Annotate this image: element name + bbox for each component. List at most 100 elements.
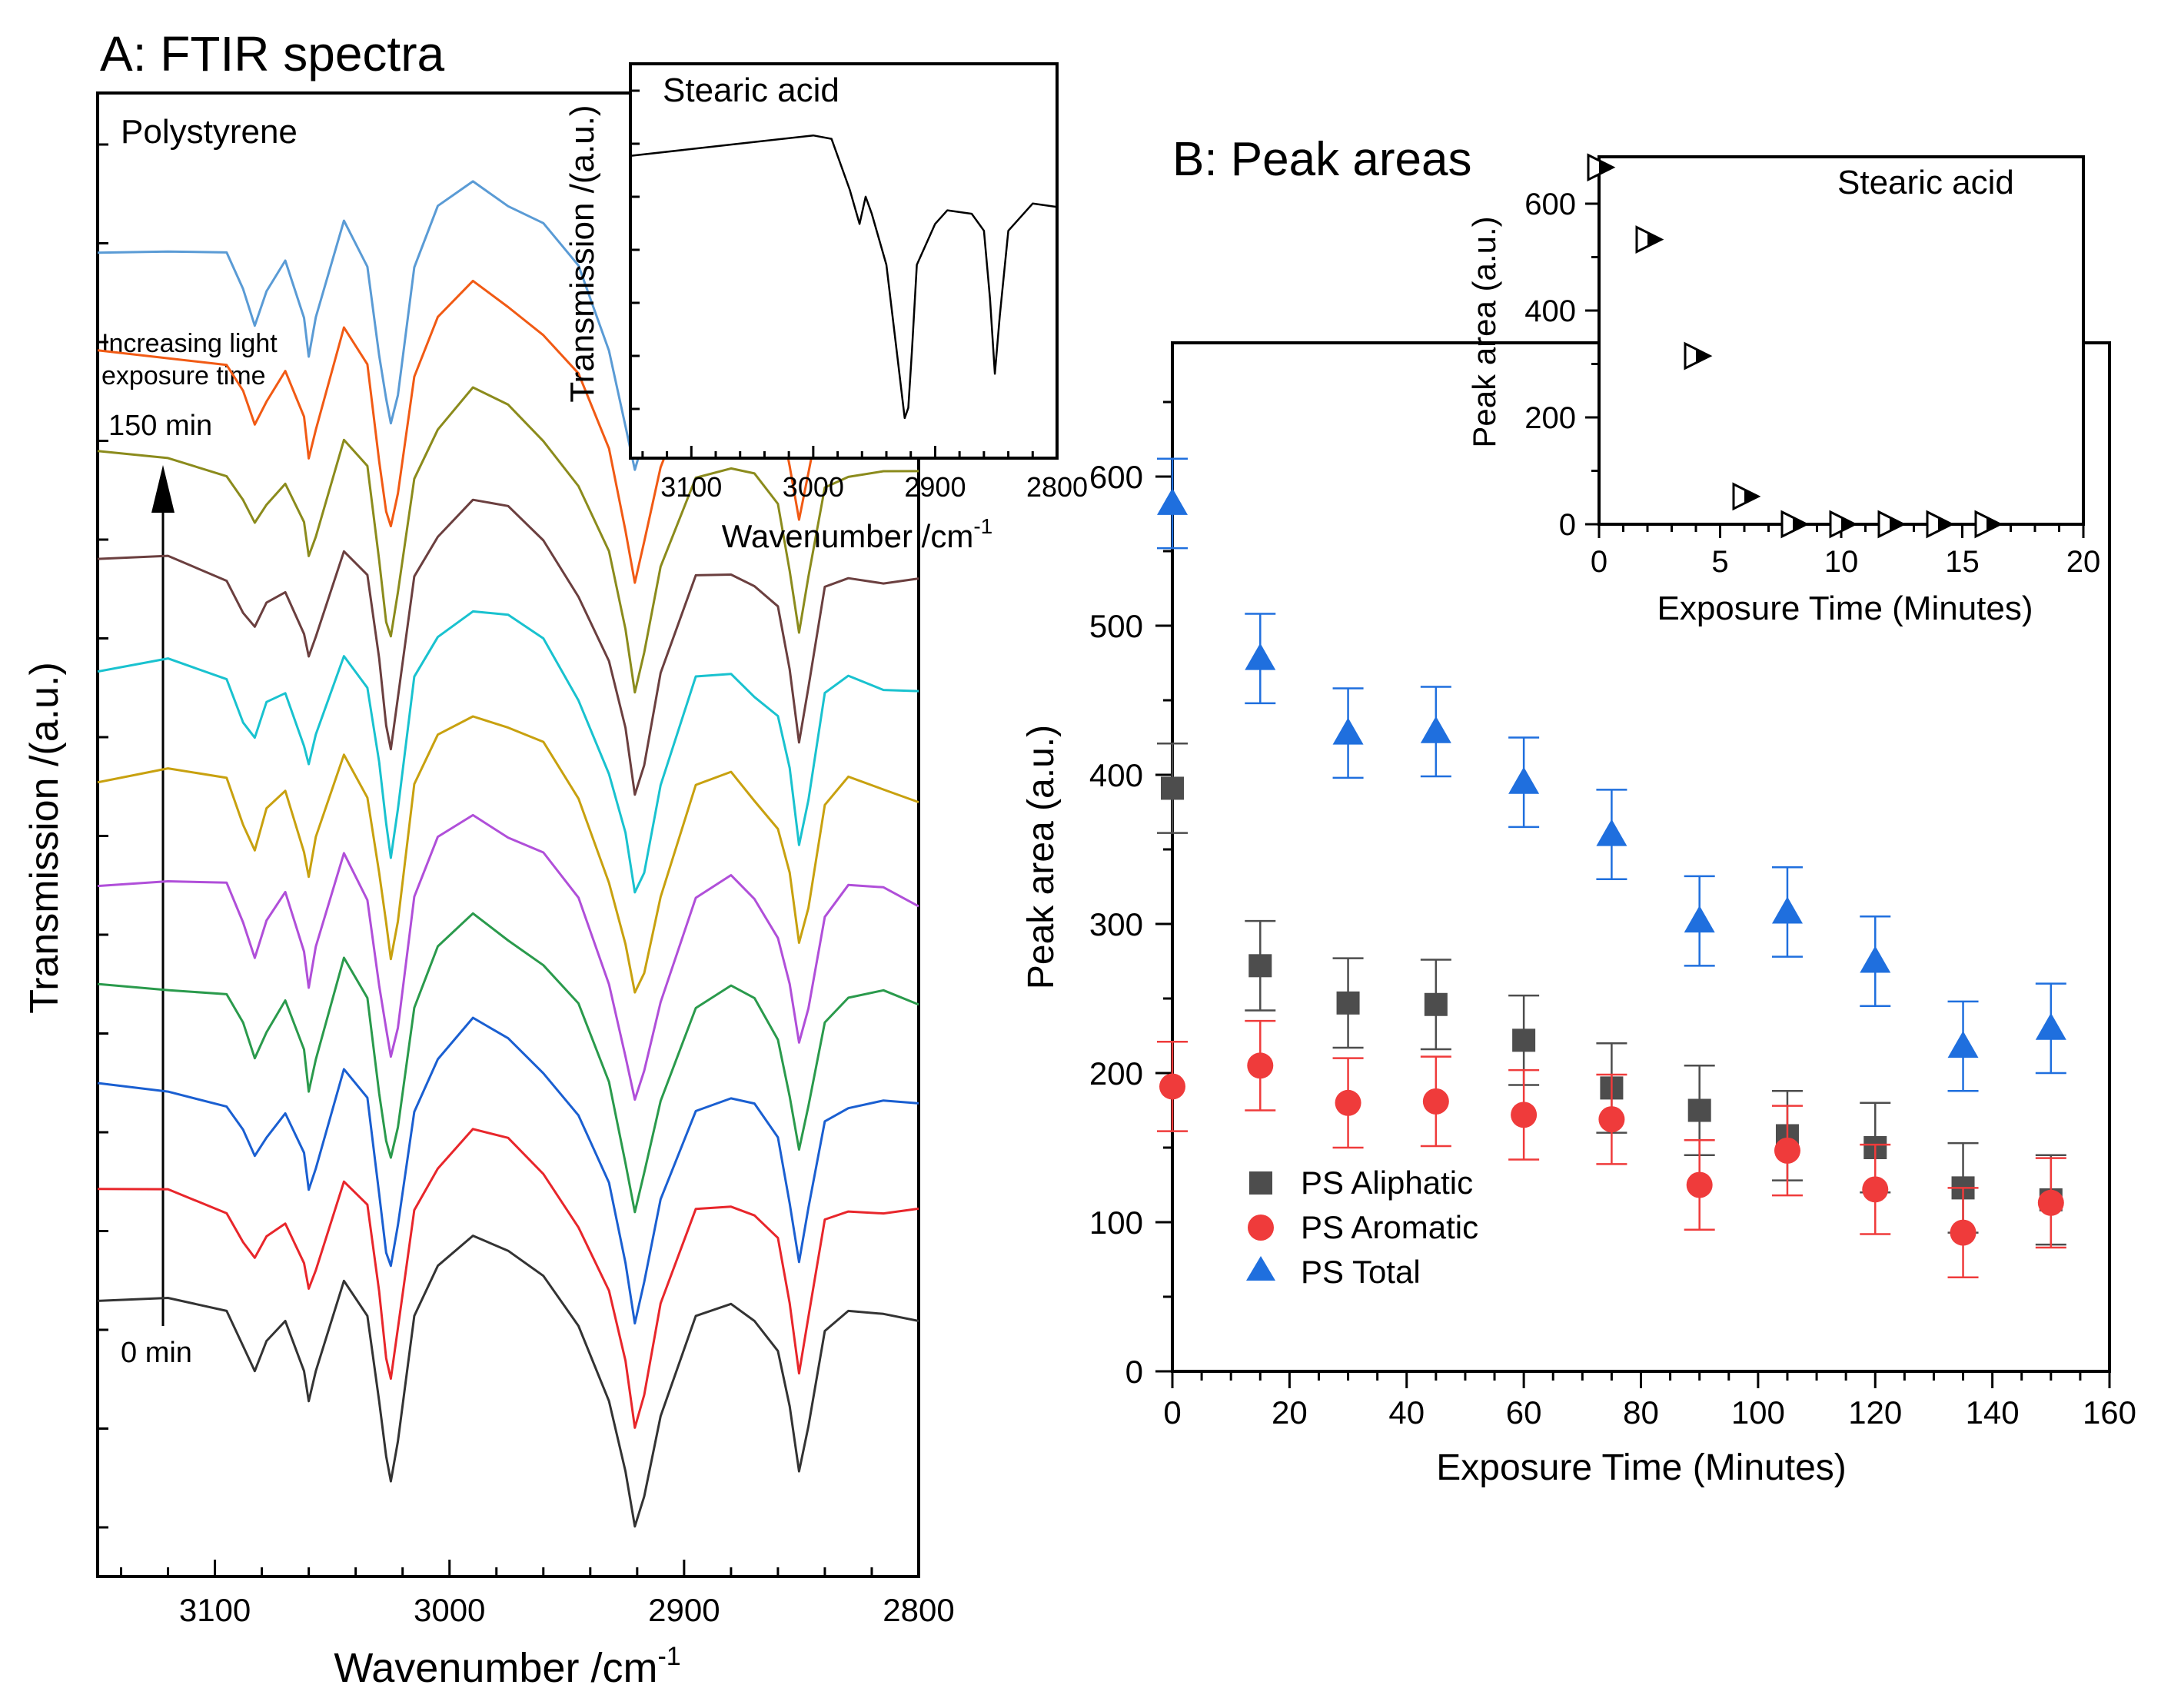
inset-a-x-axis: 3100 3000 2900 2800 <box>641 446 1088 503</box>
panel-b-x-tick-label: 80 <box>1623 1394 1659 1431</box>
inset-b-x-tick-label: 15 <box>1945 545 1980 579</box>
inset-b-y-tick-label: 600 <box>1524 188 1576 221</box>
point-ps-aromatic-0 <box>1159 1073 1185 1100</box>
panel-b-y-tick-label: 0 <box>1125 1354 1143 1390</box>
inset-b-y-label: Peak area (a.u.) <box>1466 216 1502 447</box>
ftir-series-group <box>97 180 919 1528</box>
panel-a-sample-label: Polystyrene <box>121 113 298 151</box>
point-ps-total-105 <box>1771 896 1803 924</box>
point-ps-aliphatic-15 <box>1248 954 1272 978</box>
panel-b-points <box>1157 457 2066 1279</box>
panel-b-x-label: Exposure Time (Minutes) <box>1436 1447 1847 1488</box>
ftir-series-0 <box>97 1234 919 1528</box>
point-ps-total-15 <box>1245 643 1276 670</box>
inset-a-x-label: Wavenumber /cm-1 <box>722 514 992 554</box>
inset-b-x-label: Exposure Time (Minutes) <box>1657 590 2033 627</box>
panel-b-x-tick-label: 100 <box>1731 1394 1785 1431</box>
legend-label-total: PS Total <box>1301 1254 1421 1290</box>
inset-b-x-tick-label: 20 <box>2066 545 2101 579</box>
point-ps-aromatic-105 <box>1774 1137 1800 1164</box>
inset-a-y-ticks <box>630 89 640 410</box>
inset-b-y-tick-label: 0 <box>1559 508 1576 542</box>
inset-a-x-tick-label: 2800 <box>1026 471 1088 503</box>
panel-a-x-tick-label: 3000 <box>414 1592 485 1628</box>
point-ps-total-45 <box>1420 716 1451 743</box>
point-ps-aliphatic-30 <box>1336 991 1360 1015</box>
legend-label-aromatic: PS Aromatic <box>1301 1209 1478 1245</box>
stearic-point-14 <box>1926 510 1955 539</box>
inset-b-title: Stearic acid <box>1837 164 2014 201</box>
panel-a-annotation-line2: exposure time <box>101 361 266 390</box>
point-ps-total-75 <box>1596 819 1627 846</box>
panel-b-y-tick-label: 600 <box>1089 459 1143 495</box>
inset-a-background <box>630 64 1057 458</box>
point-ps-aromatic-15 <box>1247 1052 1274 1079</box>
stearic-point-2 <box>1635 225 1664 254</box>
ftir-series-4 <box>97 813 919 1101</box>
panel-b-x-tick-label: 140 <box>1966 1394 2020 1431</box>
panel-a-bottom-label: 0 min <box>121 1337 192 1369</box>
panel-b-x-tick-label: 0 <box>1163 1394 1181 1431</box>
stearic-point-12 <box>1877 510 1907 539</box>
panel-b-y-tick-label: 500 <box>1089 608 1143 644</box>
panel-b-y-tick-label: 100 <box>1089 1205 1143 1241</box>
point-ps-total-135 <box>1947 1031 1979 1058</box>
panel-b-y-tick-label: 200 <box>1089 1055 1143 1092</box>
point-ps-total-120 <box>1860 945 1891 973</box>
point-ps-total-90 <box>1684 906 1715 933</box>
panel-b-x-tick-label: 40 <box>1388 1394 1425 1431</box>
point-ps-total-150 <box>2035 1012 2066 1040</box>
stearic-point-8 <box>1780 510 1810 539</box>
panel-a-x-tick-label: 2900 <box>648 1592 720 1628</box>
stearic-point-10 <box>1829 510 1858 539</box>
panel-b-legend: PS Aliphatic PS Aromatic PS Total <box>1246 1165 1478 1290</box>
panel-b: B: Peak areas 0 20 40 60 80 100 120 140 16001002… <box>1021 133 2136 1488</box>
point-ps-total-60 <box>1508 766 1540 794</box>
panel-b-title: B: Peak areas <box>1172 133 1471 186</box>
ftir-series-6 <box>97 610 919 894</box>
inset-b-points <box>1587 153 2003 539</box>
point-ps-aliphatic-60 <box>1512 1028 1536 1052</box>
stearic-point-6 <box>1732 482 1761 511</box>
panel-a-top-label: 150 min <box>108 410 212 442</box>
panel-a: A: FTIR spectra Polystyrene Increasing l… <box>22 26 955 1691</box>
inset-b-x-tick-label: 5 <box>1711 545 1728 579</box>
panel-a-x-tick-label: 2800 <box>883 1592 954 1628</box>
stearic-point-4 <box>1684 341 1713 371</box>
point-ps-aromatic-150 <box>2037 1189 2064 1216</box>
point-ps-aliphatic-45 <box>1424 992 1448 1016</box>
panel-b-x-tick-label: 160 <box>2083 1394 2136 1431</box>
ftir-series-5 <box>97 715 919 994</box>
panel-b-x-tick-label: 120 <box>1848 1394 1902 1431</box>
point-ps-total-0 <box>1157 487 1188 515</box>
point-ps-aliphatic-0 <box>1161 776 1184 800</box>
point-ps-aromatic-45 <box>1422 1088 1449 1115</box>
point-ps-total-30 <box>1332 717 1364 745</box>
ftir-series-7 <box>97 498 919 796</box>
stearic-point-0 <box>1587 153 1616 182</box>
panel-b-y-tick-label: 300 <box>1089 906 1143 942</box>
panel-b-x-tick-label: 60 <box>1506 1394 1542 1431</box>
exposure-arrow-head <box>151 465 175 513</box>
ftir-series-2 <box>97 1016 919 1325</box>
inset-b-x-tick-label: 10 <box>1824 545 1859 579</box>
inset-b-x-tick-label: 0 <box>1591 545 1607 579</box>
ftir-series-8 <box>97 386 919 694</box>
stearic-point-16 <box>1974 510 2003 539</box>
panel-b-x-tick-label: 20 <box>1272 1394 1308 1431</box>
inset-b-y-tick-label: 400 <box>1524 294 1576 328</box>
inset-a-plot <box>630 134 1058 420</box>
panel-b-y-label: Peak area (a.u.) <box>1021 725 1062 989</box>
panel-b-y-tick-label: 400 <box>1089 757 1143 793</box>
legend-marker-aliphatic <box>1249 1171 1272 1195</box>
legend-marker-total <box>1246 1256 1275 1281</box>
panel-a-x-axis: 3100 3000 2900 2800 <box>120 1560 955 1628</box>
inset-a-frame <box>629 62 1059 460</box>
stearic-acid-spectrum <box>630 134 1058 420</box>
panel-a-y-label: Transmission /(a.u.) <box>22 662 67 1014</box>
inset-b-background <box>1599 157 2083 524</box>
